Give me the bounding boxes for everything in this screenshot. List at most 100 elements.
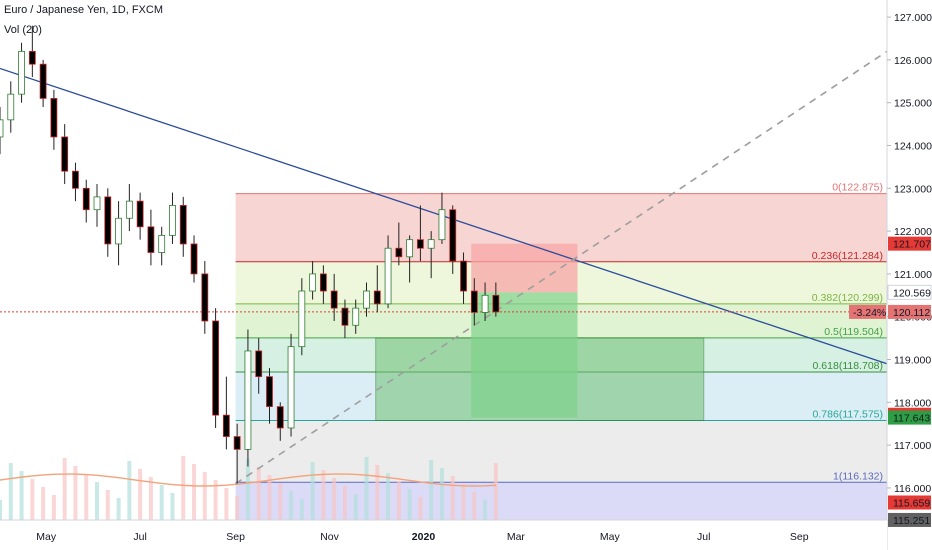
candle-body xyxy=(39,63,47,99)
candle-body xyxy=(395,247,403,258)
volume-bar xyxy=(202,472,207,520)
volume-bar xyxy=(127,461,132,520)
price-label-text: 115.659 xyxy=(893,497,930,509)
volume-bar xyxy=(8,463,13,520)
volume-bar xyxy=(170,493,175,520)
volume-ma-line xyxy=(0,473,496,487)
volume-bar xyxy=(472,492,477,520)
volume-bar xyxy=(159,485,164,520)
candle-body xyxy=(179,205,187,245)
volume-bar xyxy=(19,471,24,520)
candle-body xyxy=(481,294,489,313)
volume-bar xyxy=(95,482,100,520)
time-tick-label: Nov xyxy=(320,531,339,543)
time-axis-bg xyxy=(0,520,887,550)
price-label-box xyxy=(887,284,932,300)
candle-body xyxy=(125,200,133,219)
price-tick-label: 126.000 xyxy=(894,55,932,67)
volume-bar xyxy=(483,500,488,520)
candle-body xyxy=(384,247,392,305)
time-tick-label: Sep xyxy=(790,531,809,543)
volume-bar xyxy=(342,486,347,520)
volume-bar xyxy=(386,473,391,520)
volume-bar xyxy=(138,469,143,520)
volume-bar xyxy=(73,466,78,520)
candle-body xyxy=(341,307,349,326)
volume-bar xyxy=(41,487,46,520)
time-tick-label: Sep xyxy=(226,531,245,543)
price-label-text: 120.569 xyxy=(893,287,931,299)
volume-bar xyxy=(375,465,380,520)
pct-label-text: -3.24% xyxy=(853,307,886,319)
candle-body xyxy=(104,196,112,245)
candle-body xyxy=(7,93,15,121)
candle-body xyxy=(158,234,166,253)
candle-body xyxy=(266,376,273,407)
candle-body xyxy=(417,239,424,249)
time-axis: May Jul Sep Nov 2020 Mar May Jul Sep xyxy=(0,519,887,550)
price-tick-label: 119.000 xyxy=(894,355,931,367)
candle-body xyxy=(136,200,144,228)
time-tick-label: May xyxy=(600,531,621,543)
candle-body xyxy=(352,307,360,326)
candle-body xyxy=(222,414,230,437)
price-tick-label: 123.000 xyxy=(894,183,932,195)
volume-bar xyxy=(289,491,294,520)
candle-body xyxy=(363,290,370,309)
candle-body xyxy=(287,346,295,429)
time-tick-label: Jul xyxy=(133,531,146,543)
fib-labels: 0(122.875) 0.236(121.284) 0.382(120.299) 0.… xyxy=(812,182,883,483)
candle-body xyxy=(93,196,101,211)
time-tick-label: 2020 xyxy=(412,531,436,543)
candle-body xyxy=(0,119,4,138)
fib-label-0.5: 0.5(119.504) xyxy=(824,326,883,338)
candle-body xyxy=(255,350,263,378)
volume-bar xyxy=(450,476,455,520)
price-axis: 127.000 126.000 125.000 124.000 123.000 122.0… xyxy=(849,0,932,550)
fib-label-0.236: 0.236(121.284) xyxy=(812,250,883,262)
volume-bar xyxy=(299,499,304,520)
stop-zone xyxy=(471,243,578,293)
price-tick-label: 127.000 xyxy=(894,12,932,24)
volume-bar xyxy=(364,457,369,520)
candle-body xyxy=(276,406,284,429)
fib-label-0.618: 0.618(118.708) xyxy=(813,360,883,372)
candle-body xyxy=(373,290,381,305)
volume-bar xyxy=(181,456,186,520)
volume-bar xyxy=(192,464,197,520)
volume-bar xyxy=(407,489,412,520)
time-tick-label: Mar xyxy=(507,531,526,543)
volume-bar xyxy=(429,460,434,520)
volume-bar xyxy=(0,500,2,520)
candle-body xyxy=(492,294,500,313)
candle-body xyxy=(438,209,446,241)
candle-body xyxy=(212,320,219,416)
target-zone xyxy=(471,292,578,418)
volume-bar xyxy=(396,481,401,520)
candle-body xyxy=(449,209,457,262)
volume-bar xyxy=(62,458,67,520)
price-label-text: 115.251 xyxy=(893,515,930,527)
time-tick-label: May xyxy=(36,531,57,543)
volume-bar xyxy=(105,490,110,520)
candle-body xyxy=(18,50,25,95)
fib-label-0.786: 0.786(117.575) xyxy=(813,408,883,420)
dashed-projection xyxy=(235,50,888,485)
pct-label-box xyxy=(849,304,886,319)
price-label-text: 117.643 xyxy=(893,413,930,425)
price-label-box xyxy=(888,410,931,425)
candle-body xyxy=(470,290,478,313)
candle-body xyxy=(147,226,155,253)
price-tick-label: 125.000 xyxy=(894,98,932,110)
candle-body xyxy=(190,243,198,275)
candle-body xyxy=(406,239,414,258)
price-label-box xyxy=(888,495,931,510)
candle-body xyxy=(72,170,79,189)
candle-body xyxy=(61,136,69,172)
volume-bar xyxy=(332,478,337,520)
volume-bar xyxy=(235,496,240,520)
volume-bar xyxy=(493,463,498,520)
candle-body xyxy=(244,350,252,450)
